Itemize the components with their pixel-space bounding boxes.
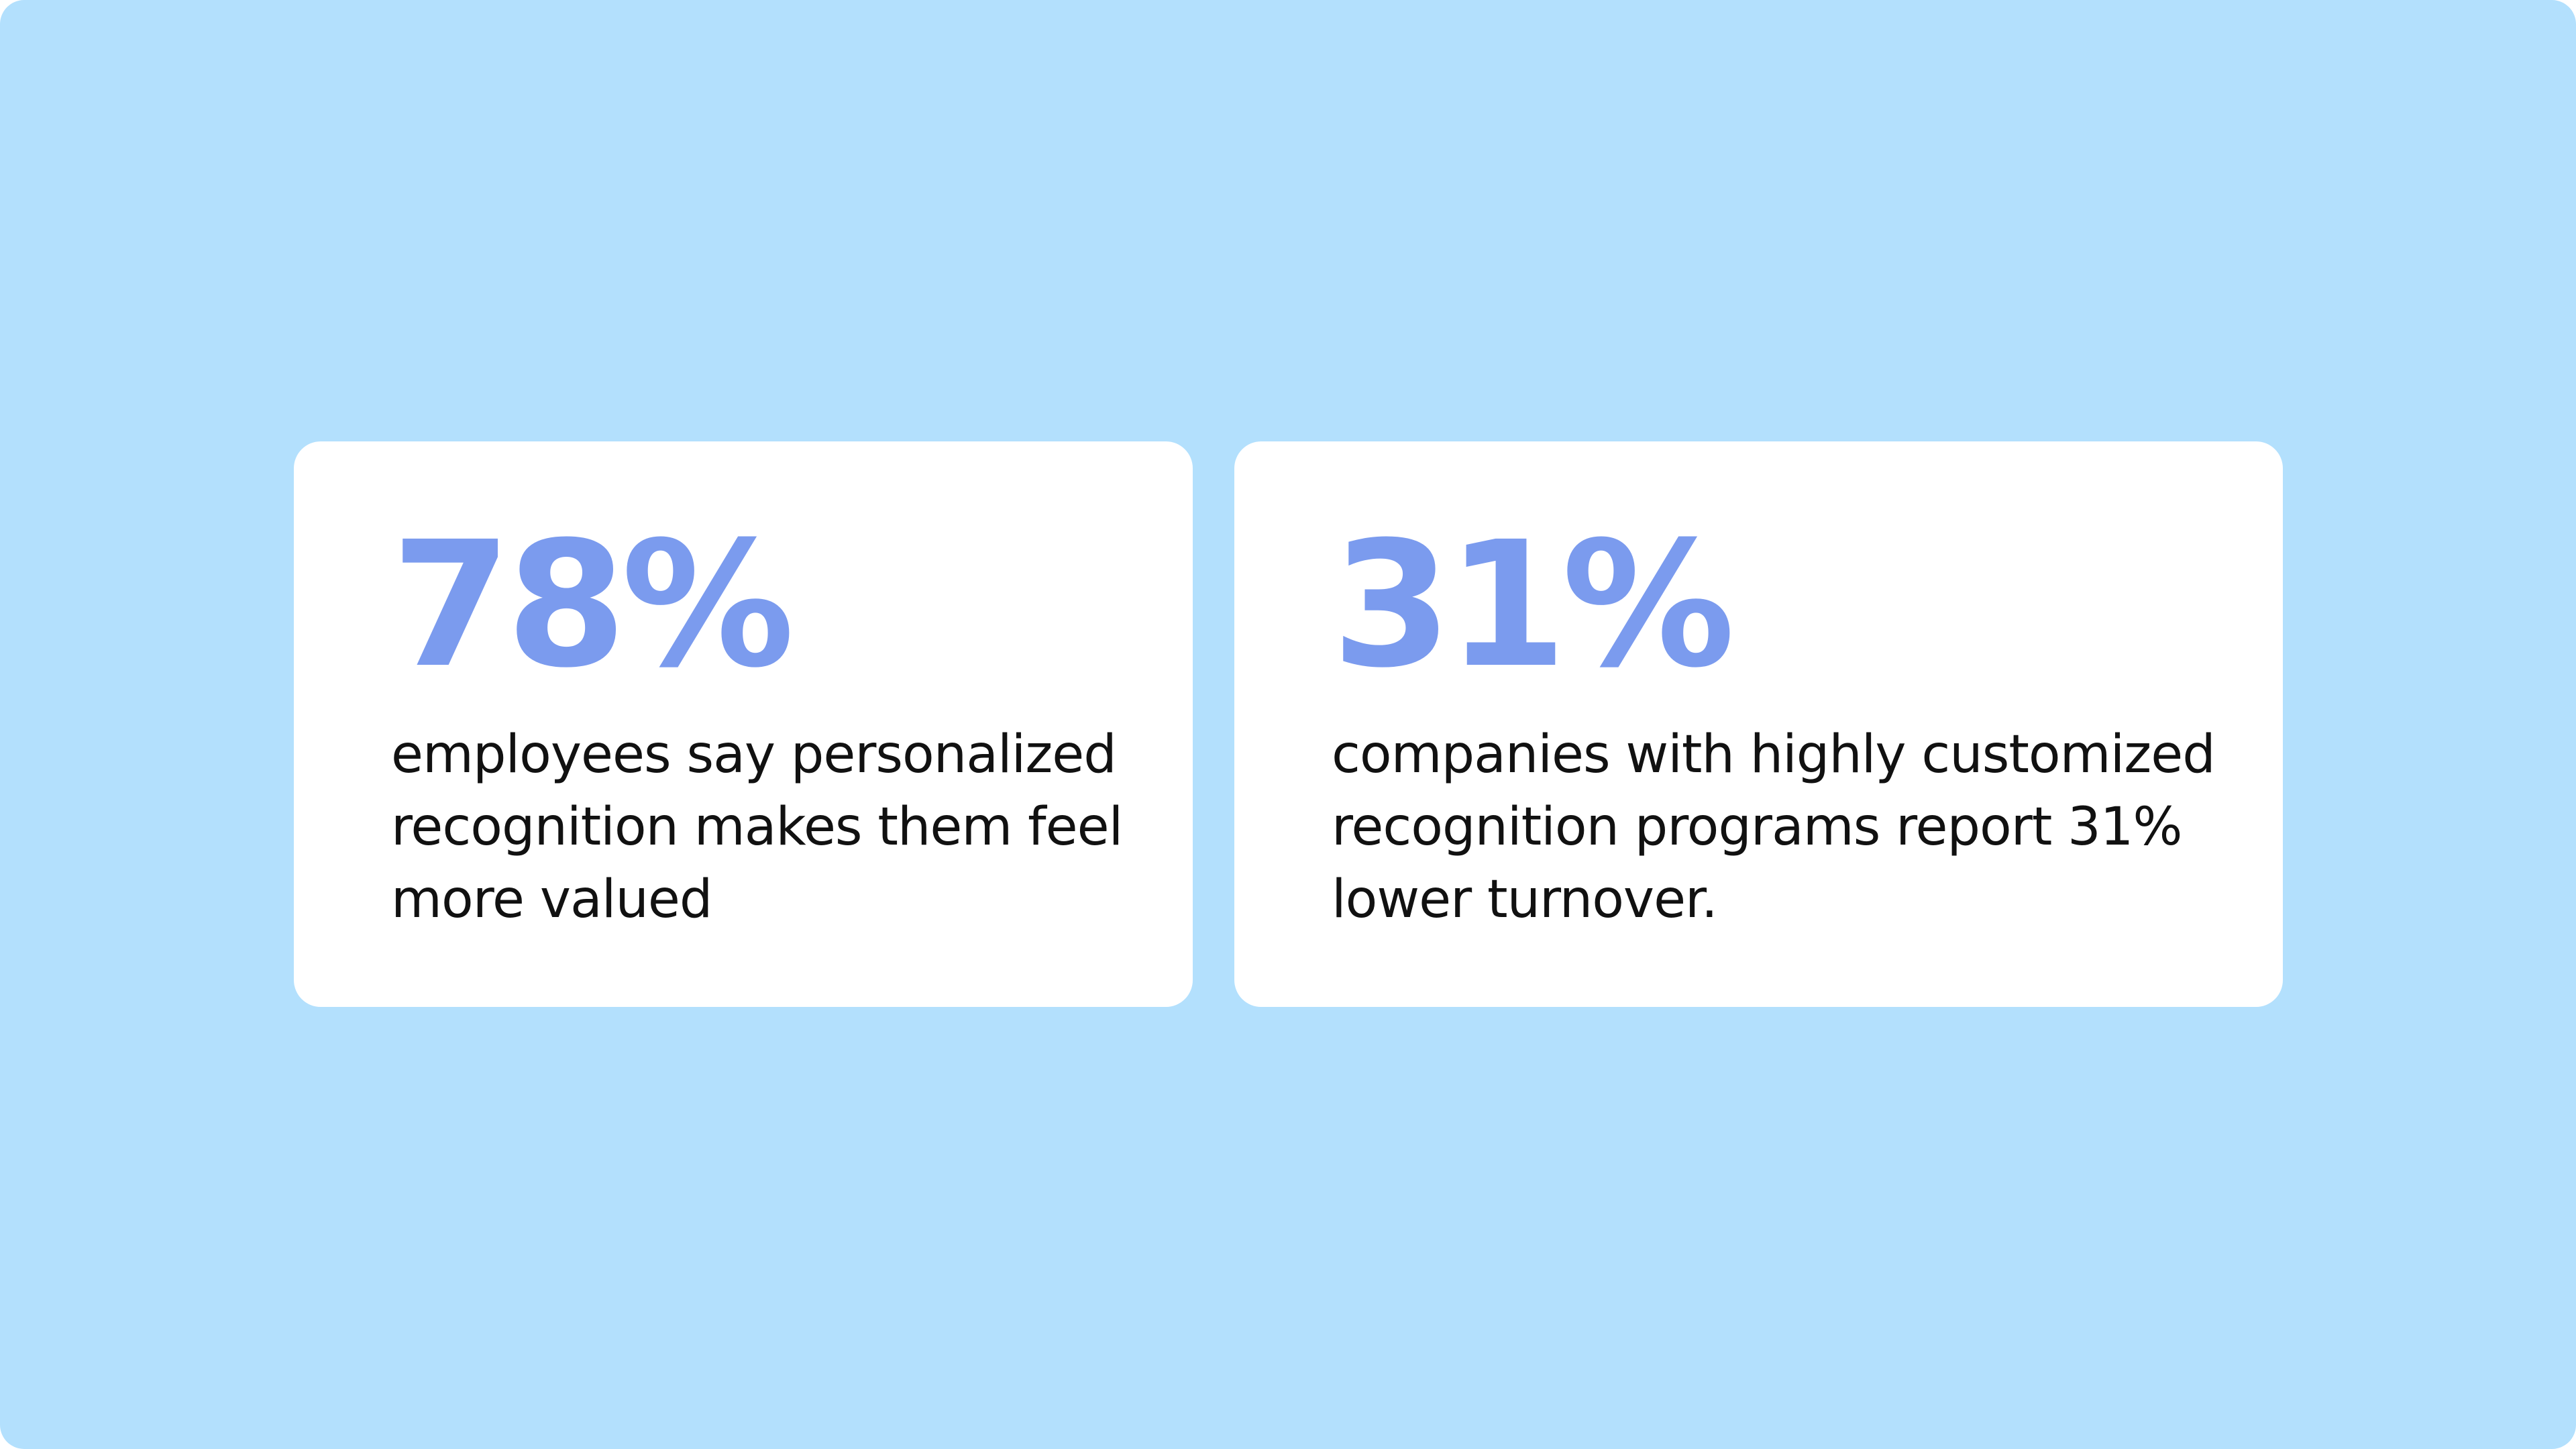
stat-value: 31% [1332, 504, 1735, 706]
stat-description: employees say personalized recognition m… [391, 718, 1123, 936]
stat-description-line: companies with highly customized [1332, 724, 2216, 785]
stat-description-line: lower turnover. [1332, 869, 1718, 930]
stat-description-line: recognition programs report 31% [1332, 797, 2183, 857]
stat-description: companies with highly customized recogni… [1332, 718, 2216, 936]
stat-card: 31% companies with highly customized rec… [1234, 441, 2283, 1007]
stat-card: 78% employees say personalized recogniti… [294, 441, 1193, 1007]
stat-description-line: recognition makes them feel [391, 797, 1123, 857]
stat-value: 78% [391, 504, 795, 706]
stat-description-line: more valued [391, 869, 712, 930]
stat-description-line: employees say personalized [391, 724, 1117, 785]
